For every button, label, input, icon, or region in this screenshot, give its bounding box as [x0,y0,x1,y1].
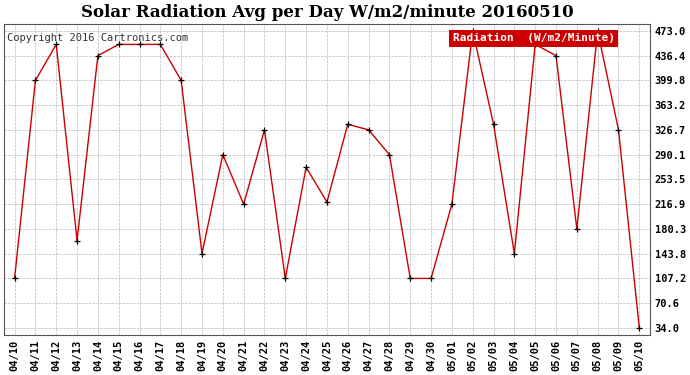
Text: Copyright 2016 Cartronics.com: Copyright 2016 Cartronics.com [8,33,188,44]
Text: Radiation  (W/m2/Minute): Radiation (W/m2/Minute) [453,33,615,44]
Title: Solar Radiation Avg per Day W/m2/minute 20160510: Solar Radiation Avg per Day W/m2/minute … [81,4,573,21]
